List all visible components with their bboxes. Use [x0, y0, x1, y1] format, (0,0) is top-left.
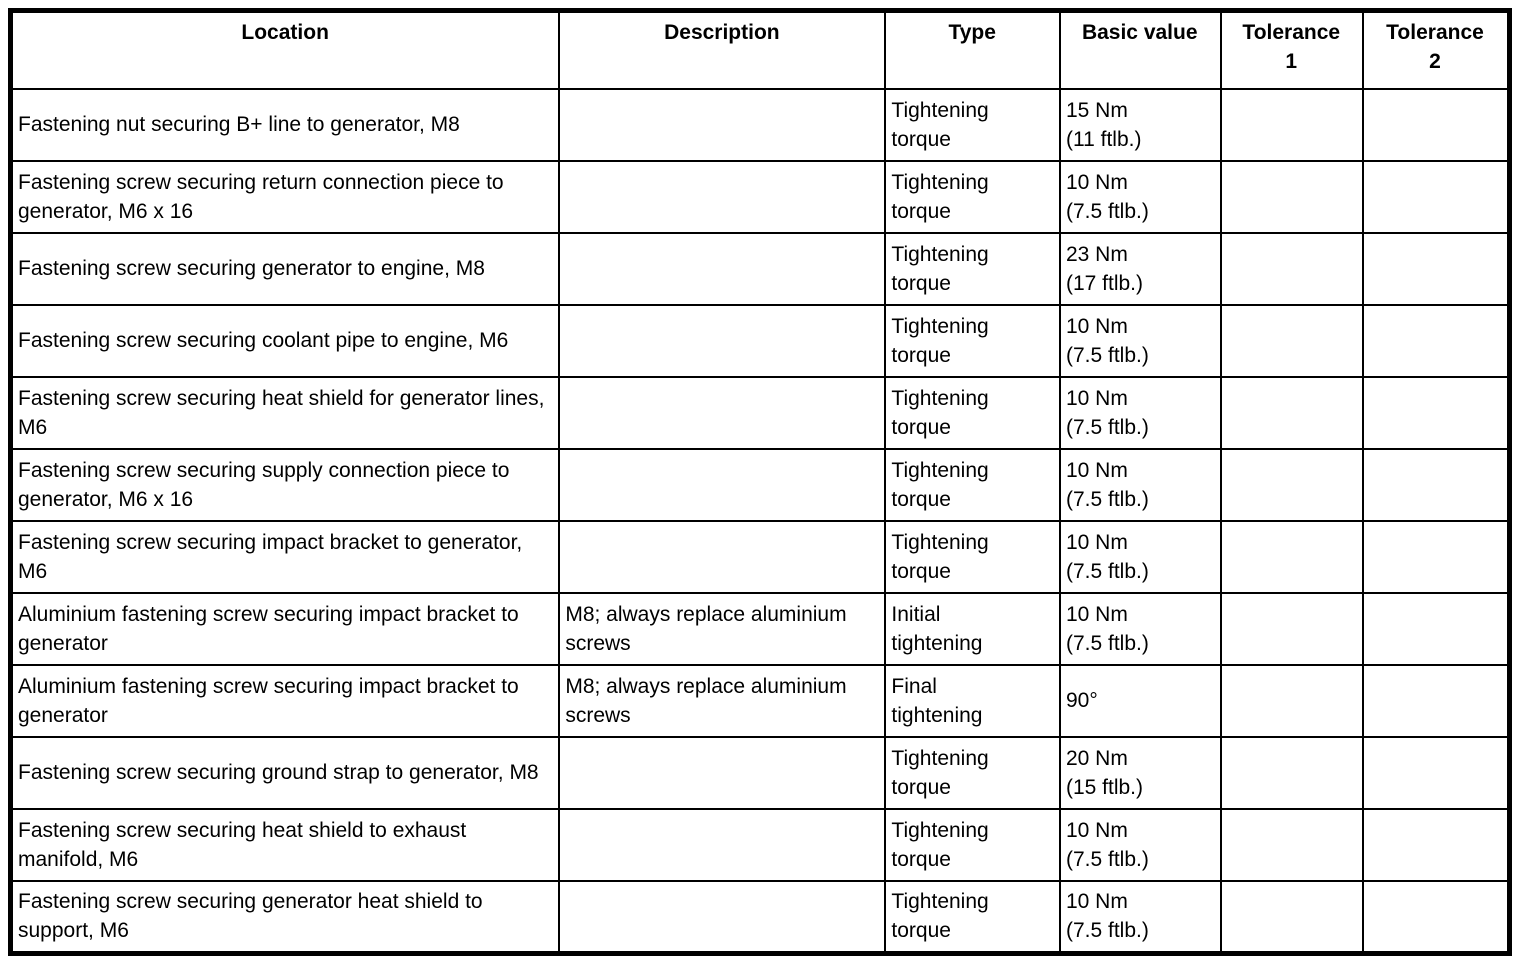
cell-description [558, 448, 887, 522]
cell-type: Initial tightening [884, 592, 1061, 666]
table-row: Fastening screw securing generator to en… [9, 232, 1511, 306]
cell-description [558, 160, 887, 234]
cell-basic-value: 10 Nm (7.5 ftlb.) [1058, 160, 1222, 234]
table-row: Fastening screw securing ground strap to… [9, 736, 1511, 810]
cell-description: M8; always replace aluminium screws [558, 664, 887, 738]
cell-basic-value: 23 Nm (17 ftlb.) [1058, 232, 1222, 306]
cell-tolerance-2 [1361, 88, 1511, 162]
cell-basic-value: 15 Nm (11 ftlb.) [1058, 88, 1222, 162]
cell-tolerance-1 [1219, 88, 1364, 162]
cell-basic-value: 10 Nm (7.5 ftlb.) [1058, 808, 1222, 882]
cell-tolerance-1 [1219, 160, 1364, 234]
column-header-type: Type [884, 9, 1061, 90]
torque-spec-table: Location Description Type Basic value To… [8, 8, 1512, 956]
cell-tolerance-1 [1219, 520, 1364, 594]
cell-tolerance-2 [1361, 520, 1511, 594]
table-row: Fastening screw securing heat shield for… [9, 376, 1511, 450]
table-row: Fastening screw securing heat shield to … [9, 808, 1511, 882]
cell-description [558, 880, 887, 954]
cell-tolerance-1 [1219, 232, 1364, 306]
cell-type: Final tightening [884, 664, 1061, 738]
cell-tolerance-2 [1361, 160, 1511, 234]
table-row: Fastening screw securing impact bracket … [9, 520, 1511, 594]
column-header-tolerance-1: Tolerance 1 [1219, 9, 1364, 90]
table-row: Fastening screw securing generator heat … [9, 880, 1511, 954]
cell-basic-value: 10 Nm (7.5 ftlb.) [1058, 448, 1222, 522]
cell-location: Fastening screw securing return connecti… [9, 160, 561, 234]
cell-type: Tightening torque [884, 520, 1061, 594]
cell-tolerance-2 [1361, 736, 1511, 810]
cell-type: Tightening torque [884, 880, 1061, 954]
cell-description [558, 736, 887, 810]
cell-description [558, 808, 887, 882]
cell-type: Tightening torque [884, 448, 1061, 522]
cell-tolerance-1 [1219, 448, 1364, 522]
cell-description [558, 520, 887, 594]
cell-basic-value: 90° [1058, 664, 1222, 738]
table-row: Fastening screw securing coolant pipe to… [9, 304, 1511, 378]
cell-location: Fastening screw securing heat shield to … [9, 808, 561, 882]
column-header-location: Location [9, 9, 561, 90]
table-row: Aluminium fastening screw securing impac… [9, 664, 1511, 738]
cell-location: Fastening screw securing coolant pipe to… [9, 304, 561, 378]
cell-location: Fastening screw securing supply connecti… [9, 448, 561, 522]
cell-description [558, 88, 887, 162]
cell-description: M8; always replace aluminium screws [558, 592, 887, 666]
cell-description [558, 376, 887, 450]
cell-tolerance-2 [1361, 232, 1511, 306]
cell-basic-value: 10 Nm (7.5 ftlb.) [1058, 520, 1222, 594]
cell-type: Tightening torque [884, 304, 1061, 378]
cell-location: Aluminium fastening screw securing impac… [9, 664, 561, 738]
cell-type: Tightening torque [884, 88, 1061, 162]
cell-description [558, 304, 887, 378]
cell-location: Fastening screw securing impact bracket … [9, 520, 561, 594]
cell-location: Fastening nut securing B+ line to genera… [9, 88, 561, 162]
cell-tolerance-1 [1219, 376, 1364, 450]
cell-tolerance-2 [1361, 664, 1511, 738]
table-row: Fastening screw securing supply connecti… [9, 448, 1511, 522]
cell-tolerance-2 [1361, 880, 1511, 954]
cell-tolerance-1 [1219, 592, 1364, 666]
cell-basic-value: 10 Nm (7.5 ftlb.) [1058, 880, 1222, 954]
cell-tolerance-2 [1361, 376, 1511, 450]
header-row: Location Description Type Basic value To… [9, 9, 1511, 90]
cell-location: Fastening screw securing generator heat … [9, 880, 561, 954]
cell-type: Tightening torque [884, 376, 1061, 450]
cell-tolerance-1 [1219, 880, 1364, 954]
cell-location: Fastening screw securing ground strap to… [9, 736, 561, 810]
cell-tolerance-1 [1219, 304, 1364, 378]
cell-location: Fastening screw securing heat shield for… [9, 376, 561, 450]
cell-tolerance-1 [1219, 736, 1364, 810]
cell-basic-value: 10 Nm (7.5 ftlb.) [1058, 592, 1222, 666]
table-row: Fastening nut securing B+ line to genera… [9, 88, 1511, 162]
cell-tolerance-2 [1361, 304, 1511, 378]
cell-description [558, 232, 887, 306]
cell-type: Tightening torque [884, 232, 1061, 306]
cell-tolerance-1 [1219, 808, 1364, 882]
column-header-tolerance-2: Tolerance 2 [1361, 9, 1511, 90]
table-row: Fastening screw securing return connecti… [9, 160, 1511, 234]
cell-basic-value: 10 Nm (7.5 ftlb.) [1058, 376, 1222, 450]
cell-type: Tightening torque [884, 160, 1061, 234]
cell-tolerance-2 [1361, 592, 1511, 666]
column-header-basic-value: Basic value [1058, 9, 1222, 90]
cell-tolerance-1 [1219, 664, 1364, 738]
cell-location: Aluminium fastening screw securing impac… [9, 592, 561, 666]
cell-tolerance-2 [1361, 448, 1511, 522]
cell-basic-value: 20 Nm (15 ftlb.) [1058, 736, 1222, 810]
cell-type: Tightening torque [884, 808, 1061, 882]
cell-basic-value: 10 Nm (7.5 ftlb.) [1058, 304, 1222, 378]
table-row: Aluminium fastening screw securing impac… [9, 592, 1511, 666]
column-header-description: Description [558, 9, 887, 90]
cell-type: Tightening torque [884, 736, 1061, 810]
cell-location: Fastening screw securing generator to en… [9, 232, 561, 306]
cell-tolerance-2 [1361, 808, 1511, 882]
